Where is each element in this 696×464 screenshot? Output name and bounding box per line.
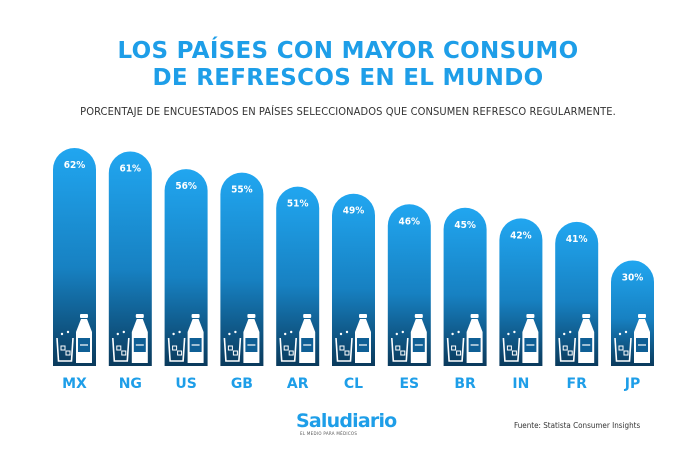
soda-bottle-icon xyxy=(634,314,650,363)
value-label: 51% xyxy=(287,199,309,210)
title-line-1: LOS PAÍSES CON MAYOR CONSUMO xyxy=(117,38,579,64)
soda-bottle-icon xyxy=(522,314,539,363)
value-label: 30% xyxy=(622,273,644,284)
value-label: 49% xyxy=(343,206,365,217)
glass-with-ice-icon xyxy=(335,330,353,362)
chart-title: LOS PAÍSES CON MAYOR CONSUMO DE REFRESCO… xyxy=(0,38,696,92)
saludiario-logo: Saludiario xyxy=(296,410,397,432)
category-label: AR xyxy=(287,376,309,392)
soda-bottle-icon xyxy=(578,314,595,363)
value-label: 46% xyxy=(399,216,421,227)
value-label: 41% xyxy=(566,234,588,245)
category-label: GB xyxy=(231,376,253,392)
glass-with-ice-icon xyxy=(614,330,632,362)
category-label: IN xyxy=(512,376,529,392)
value-label: 55% xyxy=(231,185,253,196)
value-label: 61% xyxy=(120,164,142,175)
category-label: ES xyxy=(399,376,419,392)
soda-bottle-icon xyxy=(76,314,92,363)
category-label: BR xyxy=(454,376,476,392)
soda-bottle-icon xyxy=(466,314,483,363)
glass-with-ice-icon xyxy=(56,330,74,362)
glass-with-ice-icon xyxy=(279,330,297,362)
glass-with-ice-icon xyxy=(167,330,186,362)
bar-ng xyxy=(108,151,152,366)
soda-bottle-icon xyxy=(187,314,204,363)
soda-bottle-icon xyxy=(131,314,148,363)
category-label: MX xyxy=(62,376,87,392)
value-label: 56% xyxy=(175,181,197,192)
category-label: CL xyxy=(344,376,363,392)
soda-bottle-icon xyxy=(243,314,260,363)
soda-bottle-icon xyxy=(355,314,371,363)
glass-with-ice-icon xyxy=(391,330,409,362)
logo-tagline: EL MEDIO PARA MÉDICOS xyxy=(300,431,358,436)
category-label: US xyxy=(175,376,196,392)
value-label: 45% xyxy=(454,220,476,231)
category-label: NG xyxy=(119,376,142,392)
chart-subtitle: PORCENTAJE DE ENCUESTADOS EN PAÍSES SELE… xyxy=(80,105,616,118)
glass-with-ice-icon xyxy=(112,330,130,362)
category-label: JP xyxy=(624,376,640,392)
glass-with-ice-icon xyxy=(446,330,465,362)
glass-with-ice-icon xyxy=(558,330,576,362)
bar-mx xyxy=(53,148,96,366)
value-label: 42% xyxy=(510,230,532,241)
soda-bottle-icon xyxy=(410,314,427,363)
title-line-2: DE REFRESCOS EN EL MUNDO xyxy=(152,65,544,91)
source-note: Fuente: Statista Consumer Insights xyxy=(514,421,641,430)
value-label: 62% xyxy=(64,160,86,171)
glass-with-ice-icon xyxy=(223,330,242,362)
category-label: FR xyxy=(567,376,588,392)
soda-bottle-icon xyxy=(299,314,316,363)
glass-with-ice-icon xyxy=(502,330,521,362)
